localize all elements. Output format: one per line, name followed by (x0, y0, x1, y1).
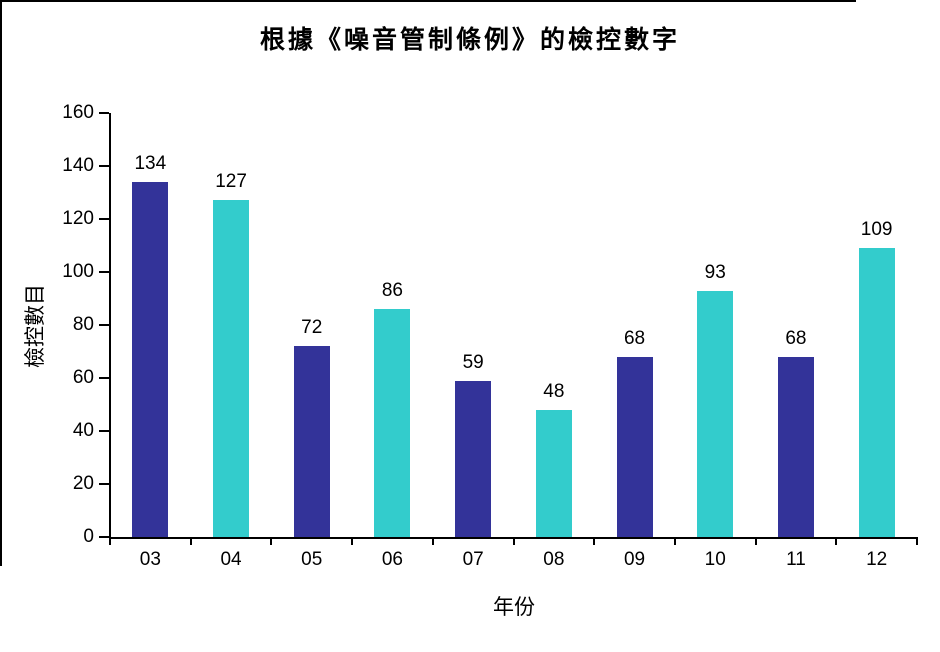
bar-value-label: 127 (215, 171, 247, 193)
bar-08 (535, 409, 572, 537)
bar-03 (132, 181, 169, 537)
x-axis-tick (189, 539, 192, 545)
x-axis-tick-label: 12 (866, 549, 888, 570)
y-axis-line (109, 113, 111, 539)
y-axis-tick (99, 165, 109, 167)
frame-border-top (0, 0, 856, 2)
frame-border-left (0, 0, 2, 566)
x-axis-tick-label: 03 (139, 549, 161, 570)
bar-06 (374, 309, 411, 537)
bar-value-label: 59 (462, 351, 484, 373)
y-axis-tick (99, 430, 109, 432)
bar-value-label: 48 (543, 380, 565, 402)
bar-09 (616, 356, 653, 537)
y-axis-tick-label: 100 (62, 261, 94, 282)
chart-title: 根據《噪音管制條例》的檢控數字 (259, 26, 680, 54)
y-axis-tick (99, 271, 109, 273)
y-axis-tick-label: 40 (72, 420, 94, 441)
bar-05 (293, 346, 330, 537)
x-axis-tick-label: 10 (704, 549, 726, 570)
y-axis-tick (99, 324, 109, 326)
x-axis-title: 年份 (493, 596, 535, 619)
x-axis-tick (109, 539, 111, 545)
y-axis-tick (99, 377, 109, 379)
y-axis-tick (99, 483, 109, 485)
bar-07 (455, 380, 492, 537)
x-axis-tick (270, 539, 273, 545)
x-axis-tick (512, 539, 515, 545)
x-axis-tick-label: 05 (301, 549, 323, 570)
y-axis-tick-label: 160 (62, 102, 94, 123)
y-axis-tick-label: 120 (62, 208, 94, 229)
x-axis-tick (754, 539, 757, 545)
bar-12 (858, 248, 895, 537)
y-axis-tick-label: 140 (62, 155, 94, 176)
bar-value-label: 93 (704, 261, 726, 283)
bar-value-label: 134 (134, 152, 167, 174)
x-axis-tick-label: 06 (381, 549, 403, 570)
bar-value-label: 109 (860, 219, 893, 241)
bar-value-label: 68 (623, 327, 646, 349)
y-axis-tick-label: 0 (83, 526, 94, 547)
x-axis-tick-label: 07 (462, 549, 484, 570)
bar-11 (777, 356, 814, 537)
x-axis-line (109, 537, 918, 539)
x-axis-tick (835, 539, 838, 545)
y-axis-tick (99, 536, 109, 538)
bar-10 (697, 290, 734, 537)
bar-value-label: 86 (381, 280, 403, 302)
y-axis-tick-label: 60 (72, 367, 94, 388)
x-axis-tick-label: 08 (543, 549, 565, 570)
x-axis-tick-label: 11 (786, 549, 806, 570)
x-axis-tick (916, 539, 918, 545)
x-axis-tick (593, 539, 596, 545)
y-axis-tick-label: 20 (72, 473, 94, 494)
bar-value-label: 72 (301, 317, 323, 339)
y-axis-tick (99, 112, 109, 114)
x-axis-tick (351, 539, 354, 545)
x-axis-tick (431, 539, 434, 545)
y-axis-tick-label: 80 (72, 314, 94, 335)
bar-value-label: 68 (785, 327, 807, 349)
x-axis-tick (673, 539, 676, 545)
x-axis-tick-label: 04 (220, 549, 242, 570)
bar-04 (213, 200, 250, 537)
y-axis-tick (99, 218, 109, 220)
x-axis-tick-label: 09 (623, 549, 646, 570)
